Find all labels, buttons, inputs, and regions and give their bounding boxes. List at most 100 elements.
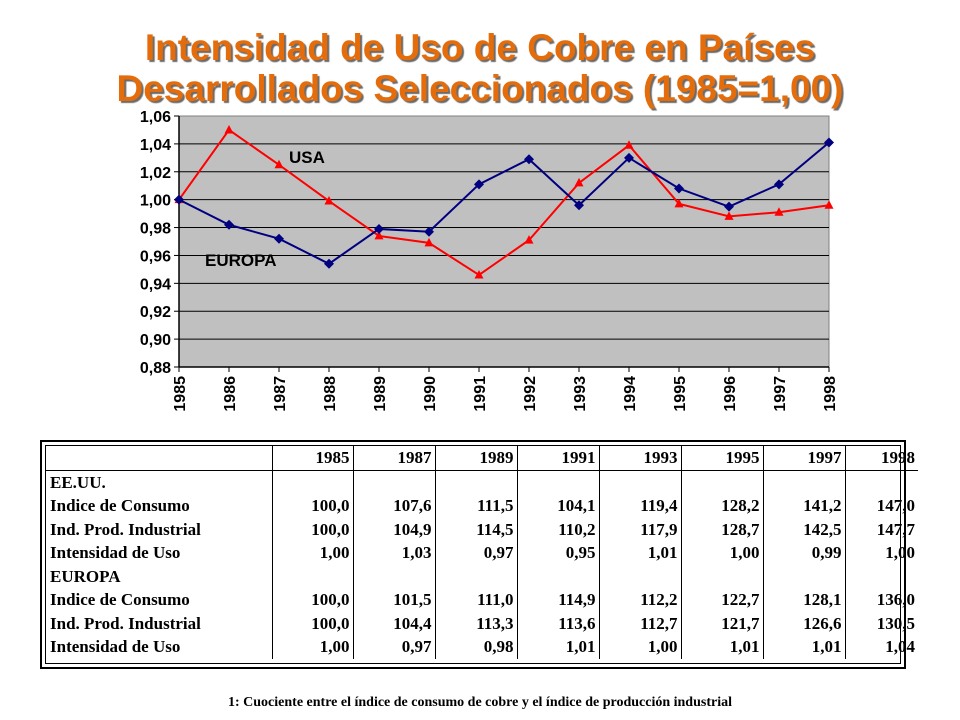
data-point-usa: [474, 269, 484, 279]
row-label: EE.UU.: [50, 472, 106, 492]
x-tick-label: 1998: [822, 376, 839, 412]
y-tick-label: 0,98: [140, 221, 171, 238]
data-point-europa: [724, 201, 734, 212]
table-cell: [844, 470, 918, 494]
header-cell: 1991: [516, 446, 599, 471]
row-label: EUROPA: [50, 566, 121, 586]
y-tick-label: 0,94: [140, 276, 171, 293]
table-cell: 1,01: [680, 635, 763, 659]
table-cell: 147,0: [844, 494, 918, 518]
y-tick-label: 1,02: [140, 165, 171, 182]
table-cell: 128,1: [762, 588, 845, 612]
table-cell: 128,2: [680, 494, 763, 518]
table-row: Ind. Prod. Industrial 100,0 104,4 113,3 113,…: [46, 611, 918, 635]
table-cell: 0,95: [516, 541, 599, 565]
table-cell: [434, 470, 517, 494]
table-cell: 1,00: [271, 635, 353, 659]
table-cell: [352, 470, 435, 494]
table-row: Indice de Consumo 100,0 107,6 111,5 104,1 119…: [46, 494, 918, 518]
row-label: Indice de Consumo: [50, 496, 190, 516]
y-tick-label: 0,90: [140, 332, 171, 349]
table-cell: 128,7: [680, 517, 763, 541]
table-cell: 0,97: [352, 635, 435, 659]
table-cell: 142,5: [762, 517, 845, 541]
table-cell: 113,3: [434, 611, 517, 635]
x-tick-label: 1987: [272, 376, 289, 412]
table-cell: 100,0: [271, 517, 353, 541]
table-cell: 117,9: [598, 517, 681, 541]
footnote: 1: Cuociente entre el índice de consumo …: [228, 695, 732, 710]
table-cell: [516, 564, 599, 588]
data-point-usa: [424, 237, 434, 247]
series-label-europa: EUROPA: [205, 251, 276, 270]
data-point-usa: [324, 196, 334, 205]
x-tick-label: 1989: [372, 376, 389, 412]
table-cell: 1,03: [352, 541, 435, 565]
table-cell: [844, 564, 918, 588]
table-cell: 111,0: [434, 588, 517, 612]
data-point-usa: [824, 200, 834, 209]
table-cell: [271, 564, 353, 588]
table-cell: 1,00: [844, 541, 918, 565]
y-tick-label: 1,00: [140, 193, 171, 210]
data-point-europa: [324, 258, 334, 269]
table-cell: 111,5: [434, 494, 517, 518]
series-line-europa: [178, 141, 830, 265]
x-tick-label: 1997: [772, 376, 789, 412]
table-cell: 101,5: [352, 588, 435, 612]
table-cell: 100,0: [271, 494, 353, 518]
table-cell: 141,2: [762, 494, 845, 518]
x-tick-label: 1992: [522, 376, 539, 412]
data-point-europa: [674, 183, 684, 194]
table-cell: 0,97: [434, 541, 517, 565]
data-point-europa: [774, 179, 784, 190]
table-cell: 1,00: [271, 541, 353, 565]
table-cell: 112,7: [598, 611, 681, 635]
x-tick-label: 1990: [422, 376, 439, 412]
data-point-europa: [424, 226, 434, 237]
row-label: Indice de Consumo: [50, 590, 190, 610]
table-cell: 114,5: [434, 517, 517, 541]
x-tick-label: 1991: [472, 376, 489, 412]
table-row: EUROPA: [46, 564, 918, 588]
data-point-usa: [774, 207, 784, 216]
table-cell: 112,2: [598, 588, 681, 612]
table-cell: 114,9: [516, 588, 599, 612]
table-cell: [762, 470, 845, 494]
table-cell: 104,4: [352, 611, 435, 635]
table-cell: 1,01: [598, 541, 681, 565]
header-cell: [46, 446, 272, 471]
table-cell: [598, 470, 681, 494]
data-point-usa: [224, 124, 234, 134]
row-label: Ind. Prod. Industrial: [50, 519, 201, 539]
table-cell: 104,9: [352, 517, 435, 541]
data-point-usa: [524, 235, 534, 244]
table-cell: 0,99: [762, 541, 845, 565]
x-tick-label: 1985: [172, 376, 189, 412]
data-point-europa: [274, 233, 284, 244]
table-cell: [352, 564, 435, 588]
y-tick-label: 1,06: [140, 109, 171, 126]
y-tick-label: 1,04: [140, 137, 171, 154]
y-tick-label: 0,92: [140, 304, 171, 321]
table-row: EE.UU.: [46, 470, 918, 494]
data-point-usa: [274, 159, 284, 169]
data-point-europa: [824, 137, 834, 148]
header-cell: 1998: [844, 446, 918, 471]
data-point-europa: [524, 154, 534, 165]
table-row: Ind. Prod. Industrial 100,0 104,9 114,5 110,…: [46, 517, 918, 541]
table-cell: 104,1: [516, 494, 599, 518]
data-point-europa: [624, 152, 634, 163]
table-cell: [680, 564, 763, 588]
table-cell: 121,7: [680, 611, 763, 635]
x-tick-label: 1986: [222, 376, 239, 412]
row-label: Ind. Prod. Industrial: [50, 613, 201, 633]
x-tick-label: 1988: [322, 376, 339, 412]
header-cell: 1987: [352, 446, 435, 471]
table-cell: 136,0: [844, 588, 918, 612]
chart-title-line2: Desarrollados Seleccionados (1985=1,00): [116, 68, 844, 109]
y-tick-label: 0,96: [140, 248, 171, 265]
x-tick-label: 1993: [572, 376, 589, 412]
table-row: Intensidad de Uso 1,00 0,97 0,98 1,01 1,00 1,0…: [46, 635, 918, 659]
table-cell: 100,0: [271, 611, 353, 635]
